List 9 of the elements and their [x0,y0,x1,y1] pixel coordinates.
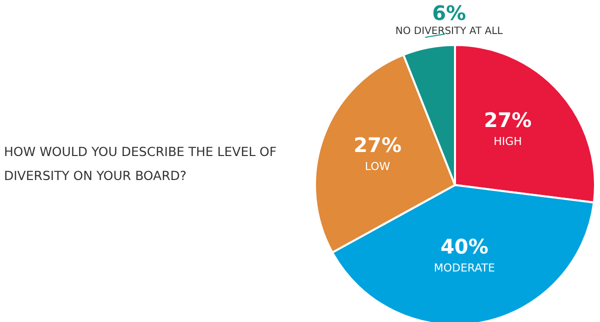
data-label: 27% [354,132,402,157]
text: HOW WOULD YOU DESCRIBE THE LEVEL OF DIVERSITY ON YOUR BOARD? [4,143,278,185]
data-label: 27% [484,108,532,132]
slice-label: MODERATE [434,262,496,275]
data-label: 40% [440,234,488,259]
slice-label: HIGH [494,135,522,148]
slice-label: NO DIVERSITY AT ALL [395,26,504,37]
data-label: 6% [432,1,466,25]
slice-label: LOW [364,160,390,173]
